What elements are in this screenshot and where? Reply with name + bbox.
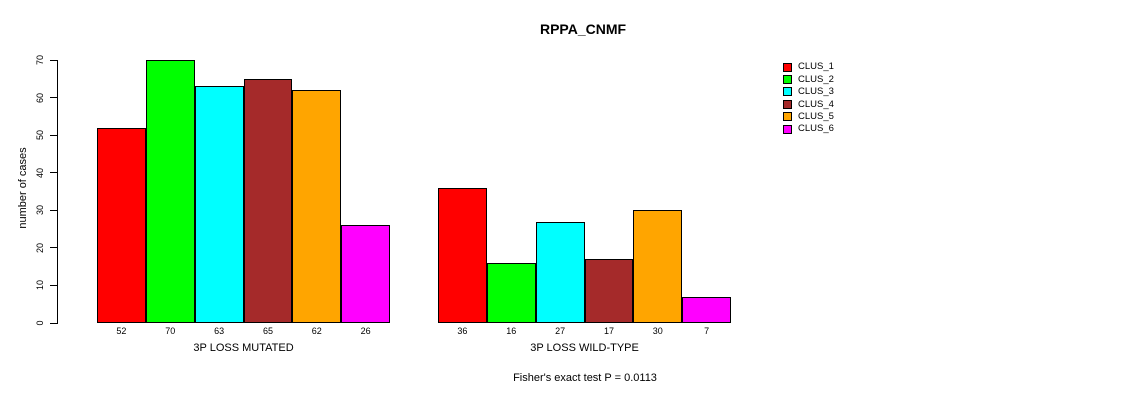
bar-value-label: 62 xyxy=(311,326,322,336)
y-tick xyxy=(50,134,57,136)
legend-swatch xyxy=(783,75,792,85)
bar xyxy=(292,90,342,323)
y-tick xyxy=(50,97,57,99)
bar-value-label: 7 xyxy=(704,326,710,336)
y-tick xyxy=(50,59,57,61)
bar xyxy=(194,86,244,323)
legend-item-label: CLUS_4 xyxy=(798,98,834,110)
legend-swatch xyxy=(783,99,792,109)
legend-swatch xyxy=(783,124,792,134)
legend: CLUS_1 CLUS_2 CLUS_3 CLUS_4 CLUS_5 CLUS_6 xyxy=(783,61,834,135)
legend-item: CLUS_4 xyxy=(783,98,834,110)
y-tick xyxy=(50,172,57,174)
y-tick xyxy=(50,284,57,286)
legend-item-label: CLUS_3 xyxy=(798,86,834,98)
y-tick xyxy=(50,209,57,211)
legend-swatch xyxy=(783,87,792,97)
bar-value-label: 16 xyxy=(506,326,517,336)
group-label: 3P LOSS WILD-TYPE xyxy=(530,342,639,354)
bar-value-label: 65 xyxy=(262,326,273,336)
bar-value-label: 17 xyxy=(603,326,614,336)
bar-value-label: 70 xyxy=(165,326,176,336)
bar xyxy=(682,296,732,323)
bar-value-label: 36 xyxy=(457,326,468,336)
y-tick-label: 70 xyxy=(35,54,45,66)
y-tick-label: 30 xyxy=(35,205,45,216)
legend-swatch xyxy=(783,62,792,72)
bar-value-label: 63 xyxy=(214,326,225,336)
bar xyxy=(341,225,391,323)
legend-item: CLUS_3 xyxy=(783,86,834,98)
legend-swatch xyxy=(783,112,792,122)
y-tick-label: 50 xyxy=(35,130,45,141)
bar xyxy=(145,60,195,323)
bar-value-label: 52 xyxy=(116,326,127,336)
bar xyxy=(486,262,536,323)
group-label: 3P LOSS MUTATED xyxy=(193,342,294,354)
legend-item: CLUS_6 xyxy=(783,123,834,135)
bar-value-label: 30 xyxy=(652,326,663,336)
bar xyxy=(584,259,634,323)
y-tick xyxy=(50,247,57,249)
bar xyxy=(633,210,683,323)
y-tick-label: 60 xyxy=(35,92,45,103)
bar-value-label: 26 xyxy=(360,326,371,336)
y-tick-label: 10 xyxy=(35,280,45,291)
bar xyxy=(535,221,585,323)
y-axis-label: number of cases xyxy=(17,147,29,229)
chart-title: RPPA_CNMF xyxy=(539,21,627,37)
bar xyxy=(438,187,487,323)
y-axis-line xyxy=(57,60,58,324)
y-tick-label: 0 xyxy=(35,320,45,326)
y-tick-label: 20 xyxy=(35,242,45,253)
y-tick-label: 40 xyxy=(35,167,45,178)
bar xyxy=(243,78,293,323)
y-tick xyxy=(50,322,57,324)
legend-item-label: CLUS_6 xyxy=(798,123,834,135)
legend-item: CLUS_1 xyxy=(783,61,834,73)
legend-item: CLUS_2 xyxy=(783,73,834,85)
bar-value-label: 27 xyxy=(555,326,566,336)
legend-item: CLUS_5 xyxy=(783,111,834,123)
bar xyxy=(97,127,146,323)
legend-item-label: CLUS_2 xyxy=(798,73,834,85)
legend-item-label: CLUS_1 xyxy=(798,61,834,73)
annotation-text: Fisher's exact test P = 0.0113 xyxy=(513,372,657,384)
legend-item-label: CLUS_5 xyxy=(798,111,834,122)
